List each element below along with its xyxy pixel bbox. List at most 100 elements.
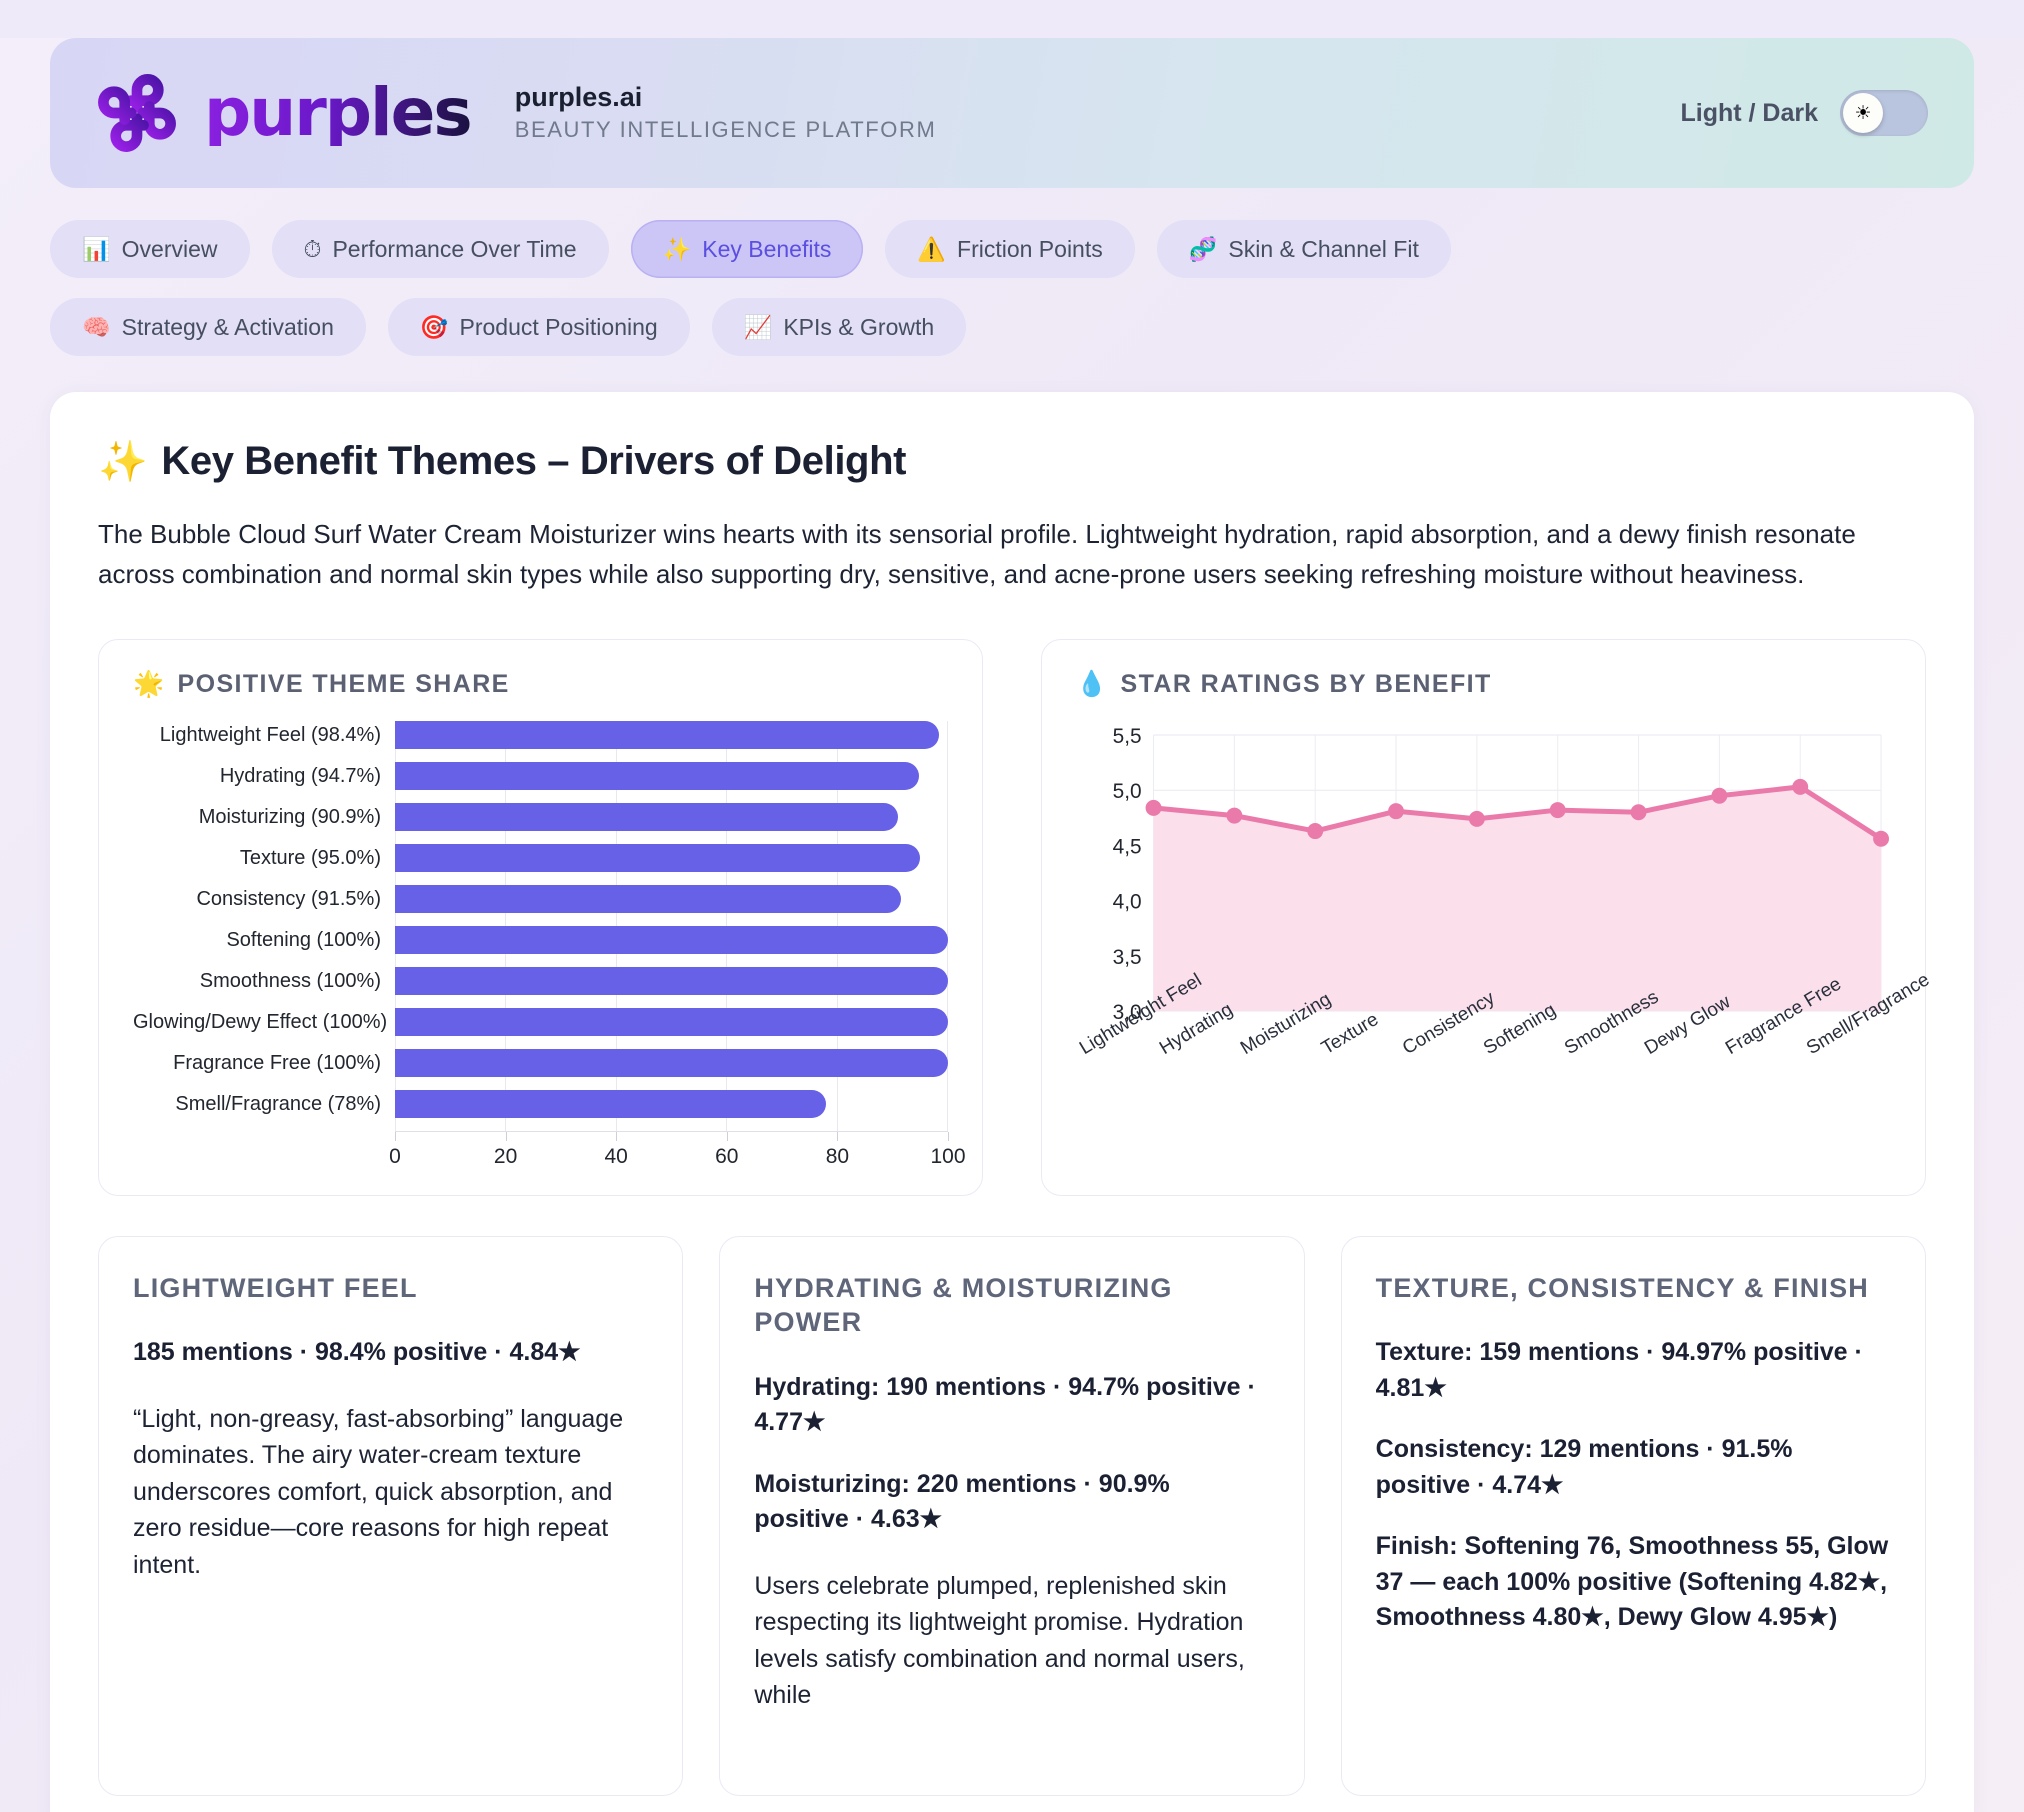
benefit-card: HYDRATING & MOISTURIZING POWER Hydrating:… xyxy=(719,1235,1305,1796)
bar-fill xyxy=(395,720,940,749)
tab-icon: 🧬 xyxy=(1188,235,1218,262)
axis-tick-label: 60 xyxy=(715,1144,739,1168)
main-panel: ✨ Key Benefit Themes – Drivers of Deligh… xyxy=(50,392,1974,1812)
tab-icon: 🧠 xyxy=(82,313,111,340)
data-point xyxy=(1549,801,1566,818)
theme-toggle[interactable]: Light / Dark ☀ xyxy=(1680,90,1928,136)
star-icon: 🌟 xyxy=(133,669,166,698)
y-axis-tick-label: 5,5 xyxy=(1113,724,1142,747)
bar-label: Consistency (91.5%) xyxy=(196,887,381,910)
brand-domain: purples.ai xyxy=(514,82,643,113)
tab-friction-points[interactable]: ⚠️ Friction Points xyxy=(885,220,1135,278)
bar-label: Lightweight Feel (98.4%) xyxy=(159,723,381,746)
bar-fill xyxy=(395,843,921,872)
benefit-card-title: TEXTURE, CONSISTENCY & FINISH xyxy=(1375,1272,1870,1303)
data-point xyxy=(1145,799,1162,816)
data-point xyxy=(1873,830,1890,847)
data-point xyxy=(1468,810,1485,827)
tab-label: Skin & Channel Fit xyxy=(1228,235,1419,262)
axis-tick-label: 40 xyxy=(604,1144,628,1168)
tab-label: Friction Points xyxy=(957,235,1103,262)
bar-fill xyxy=(395,884,901,913)
data-point xyxy=(1307,822,1324,839)
data-point xyxy=(1711,787,1728,804)
benefit-card-stat: Consistency: 129 mentions · 91.5% positi… xyxy=(1375,1435,1793,1499)
line-chart-title: 💧 STAR RATINGS BY BENEFIT xyxy=(1076,670,1891,699)
brand-subtext: purples.ai BEAUTY INTELLIGENCE PLATFORM xyxy=(515,81,937,144)
sun-icon: ☀ xyxy=(1843,93,1883,133)
y-axis-tick-label: 3,0 xyxy=(1113,1000,1142,1023)
bar-chart-title-text: POSITIVE THEME SHARE xyxy=(177,669,510,698)
axis-tick-label: 20 xyxy=(493,1144,518,1168)
bar-label: Hydrating (94.7%) xyxy=(219,764,381,787)
bar-label: Smell/Fragrance (78%) xyxy=(175,1092,381,1115)
app-header: purples purples.ai BEAUTY INTELLIGENCE P… xyxy=(50,38,1974,188)
chart-row: 🌟 POSITIVE THEME SHARE Lightweight Feel … xyxy=(98,638,1934,1196)
axis-tick xyxy=(505,1131,507,1141)
panel-intro-text: The Bubble Cloud Surf Water Cream Moistu… xyxy=(98,519,1856,589)
page-title: ✨ Key Benefit Themes – Drivers of Deligh… xyxy=(98,438,1926,485)
bar-track xyxy=(395,843,948,872)
tab-icon: ⏱ xyxy=(303,235,322,262)
bar-chart-body: Lightweight Feel (98.4%) Hydrating (94.7%… xyxy=(133,720,966,1169)
y-axis-tick-label: 4,5 xyxy=(1113,835,1142,858)
series-line xyxy=(1151,783,1884,841)
bar-chart-category-labels: Lightweight Feel (98.4%) Hydrating (94.7%… xyxy=(133,721,395,1169)
tab-strategy-activation[interactable]: 🧠 Strategy & Activation xyxy=(50,298,366,356)
tab-kpis-growth[interactable]: 📈 KPIs & Growth xyxy=(711,298,967,356)
line-chart-title-text: STAR RATINGS BY BENEFIT xyxy=(1120,669,1492,698)
bar-label: Softening (100%) xyxy=(226,928,381,951)
line-chart-body: 3,0 3,5 4,0 4,5 5,0 5,5 Lightweight Feel Hydra… xyxy=(1076,721,1934,1149)
tab-skin-channel-fit[interactable]: 🧬 Skin & Channel Fit xyxy=(1156,220,1451,278)
bar-fill xyxy=(395,1007,948,1036)
tab-label: Key Benefits xyxy=(702,235,832,262)
y-axis-tick-label: 3,5 xyxy=(1113,945,1142,968)
bar-fill xyxy=(395,925,948,954)
benefit-card-stat: Hydrating: 190 mentions · 94.7% positive… xyxy=(754,1372,1256,1437)
axis-tick-label: 100 xyxy=(930,1144,966,1168)
bar-chart: Lightweight Feel (98.4%) Hydrating (94.7%… xyxy=(133,720,966,1169)
star-ratings-line-chart: 3,0 3,5 4,0 4,5 5,0 5,5 xyxy=(1113,724,1890,1024)
bar-track xyxy=(395,761,948,790)
tab-icon: 📊 xyxy=(82,235,111,262)
bar-fill xyxy=(395,802,898,831)
bar-fill xyxy=(395,761,919,790)
y-axis-tick-label: 5,0 xyxy=(1113,780,1142,803)
axis-tick xyxy=(616,1131,618,1141)
axis-tick xyxy=(395,1131,396,1141)
axis-tick-label: 80 xyxy=(825,1144,850,1168)
benefit-card-body: “Light, non-greasy, fast-absorbing” lang… xyxy=(133,1404,624,1579)
bar-fill xyxy=(395,1089,827,1118)
tab-label: Overview xyxy=(121,235,218,262)
tab-product-positioning[interactable]: 🎯 Product Positioning xyxy=(387,298,690,356)
tab-label: Product Positioning xyxy=(459,313,658,340)
benefit-card-title: LIGHTWEIGHT FEEL xyxy=(133,1272,418,1303)
bar-track xyxy=(395,1048,948,1077)
tab-overview[interactable]: 📊 Overview xyxy=(50,220,250,278)
tab-label: Strategy & Activation xyxy=(121,313,334,340)
bar-track xyxy=(395,720,948,749)
purples-logo-icon xyxy=(96,72,178,154)
tab-performance-over-time[interactable]: ⏱ Performance Over Time xyxy=(271,220,609,278)
tab-label: Performance Over Time xyxy=(332,235,577,262)
brand-block: purples purples.ai BEAUTY INTELLIGENCE P… xyxy=(96,72,936,154)
positive-theme-share-card: 🌟 POSITIVE THEME SHARE Lightweight Feel … xyxy=(98,638,983,1196)
data-point xyxy=(1792,778,1809,795)
droplet-icon: 💧 xyxy=(1076,669,1109,698)
axis-tick-label: 0 xyxy=(389,1144,401,1168)
bar-label: Fragrance Free (100%) xyxy=(173,1051,381,1074)
tab-key-benefits[interactable]: ✨ Key Benefits xyxy=(630,220,864,278)
benefit-card: LIGHTWEIGHT FEEL 185 mentions · 98.4% pos… xyxy=(98,1235,684,1796)
bar-fill xyxy=(395,1048,948,1077)
sparkles-icon: ✨ xyxy=(98,440,148,484)
benefit-card-stat: Texture: 159 mentions · 94.97% positive … xyxy=(1375,1338,1863,1402)
theme-switch[interactable]: ☀ xyxy=(1840,90,1928,136)
tab-icon: ⚠️ xyxy=(917,235,947,262)
bar-label: Texture (95.0%) xyxy=(239,846,381,869)
benefit-card-body: Users celebrate plumped, replenished ski… xyxy=(754,1571,1245,1710)
page-title-text: Key Benefit Themes – Drivers of Delight xyxy=(161,439,907,483)
benefit-card-title: HYDRATING & MOISTURIZING POWER xyxy=(754,1272,1173,1338)
tab-label: KPIs & Growth xyxy=(783,313,935,340)
bar-chart-plot: 0 20 40 60 80 100 xyxy=(389,720,966,1169)
bar-label: Smoothness (100%) xyxy=(199,969,381,992)
